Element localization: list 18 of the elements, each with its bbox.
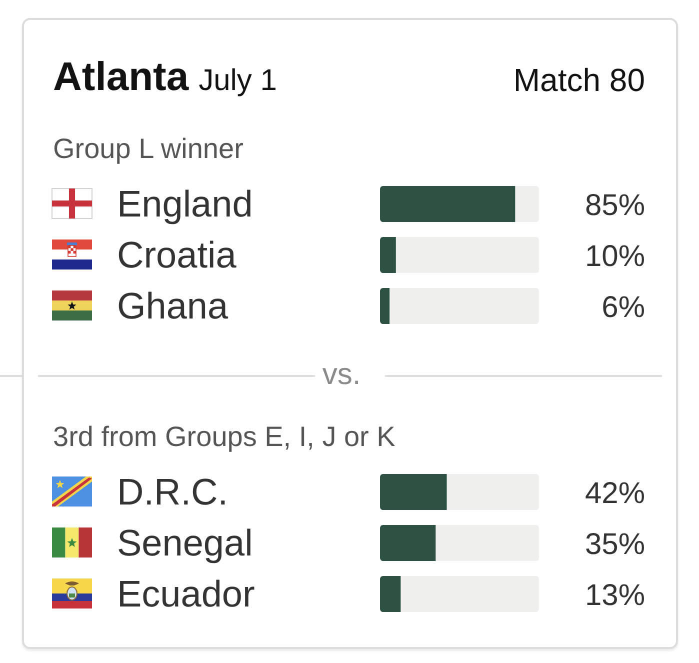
text: Match 80 bbox=[513, 62, 645, 98]
data-label: 35% bbox=[584, 528, 645, 561]
y-tick-label: D.R.C. bbox=[117, 472, 228, 512]
text: July 1 bbox=[198, 64, 277, 97]
text: vs. bbox=[322, 358, 361, 391]
y-tick-label: Senegal bbox=[117, 522, 253, 564]
y-tick-label: Ghana bbox=[117, 286, 229, 326]
text: Atlanta bbox=[53, 55, 189, 99]
data-label: 10% bbox=[584, 240, 645, 273]
data-label: 42% bbox=[584, 477, 645, 510]
chart-title: 3rd from Groups E, I, J or K bbox=[53, 421, 396, 452]
y-tick-label: England bbox=[117, 184, 253, 224]
y-tick-label: Ecuador bbox=[117, 574, 255, 614]
data-label: 13% bbox=[584, 579, 645, 612]
data-label: 85% bbox=[584, 189, 645, 222]
text: Group L winner bbox=[53, 133, 244, 164]
y-tick-label: Croatia bbox=[117, 234, 237, 276]
data-label: 6% bbox=[602, 291, 645, 324]
